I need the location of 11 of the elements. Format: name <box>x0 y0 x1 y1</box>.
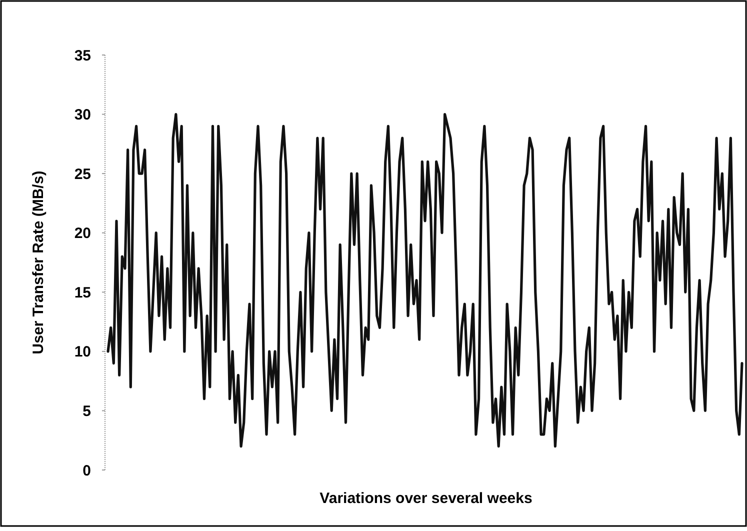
x-axis-title: Variations over several weeks <box>320 490 532 507</box>
y-tick-label: 35 <box>74 47 91 64</box>
y-tick-label: 15 <box>74 284 91 302</box>
y-tick-label: 10 <box>74 344 91 361</box>
y-tick-label: 20 <box>74 225 91 242</box>
y-tick-label: 0 <box>82 462 91 480</box>
y-tick-label: 25 <box>74 166 91 183</box>
y-axis-title: User Transfer Rate (MB/s) <box>30 170 47 354</box>
line-series <box>106 112 744 448</box>
y-tick-label: 30 <box>74 106 91 124</box>
y-tick-label: 5 <box>82 402 91 420</box>
